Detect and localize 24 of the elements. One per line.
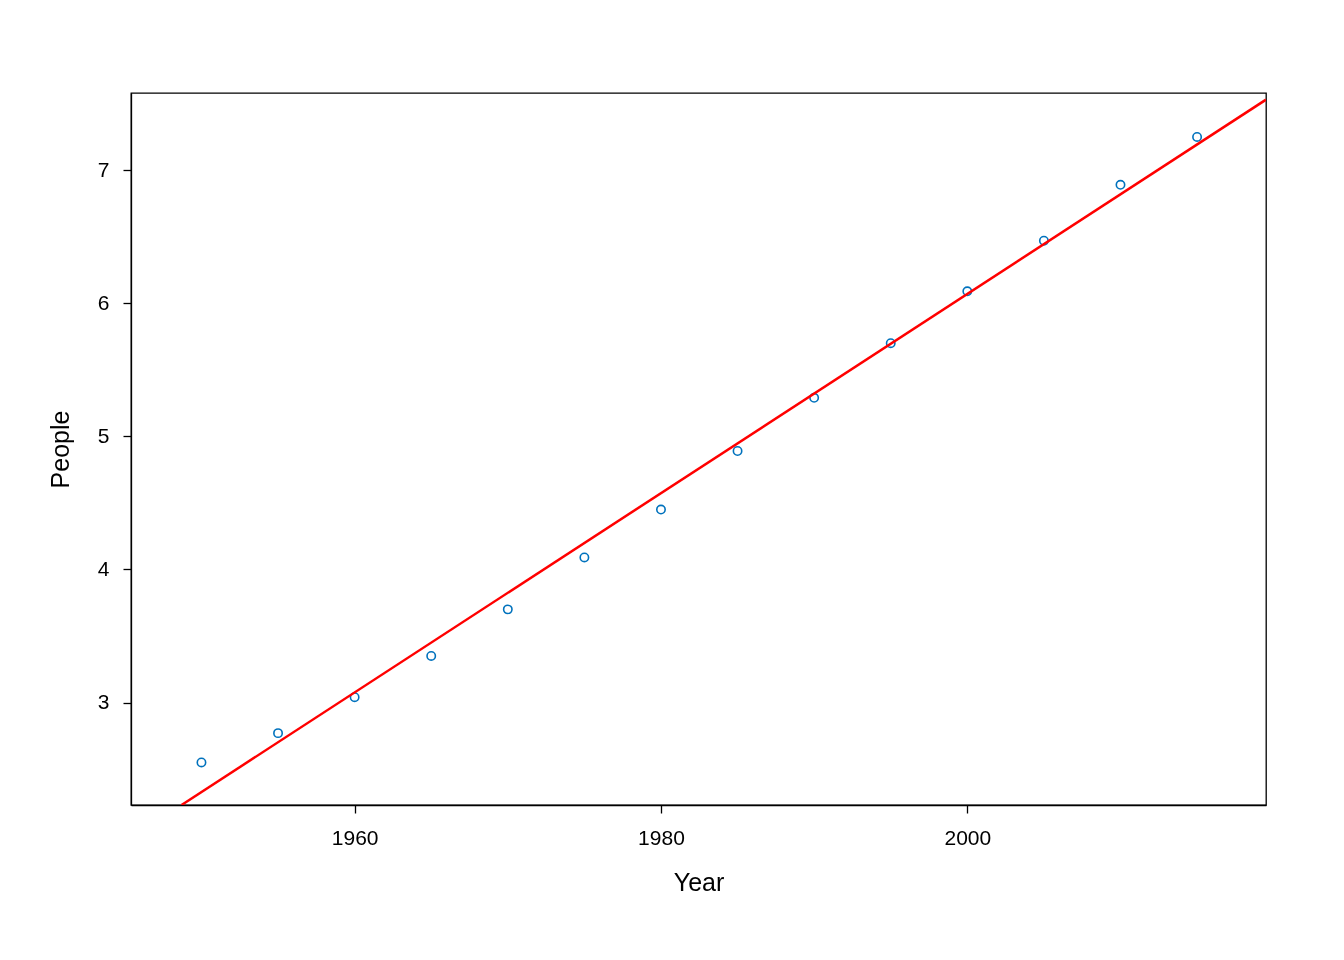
- y-tick-label: 7: [97, 157, 110, 181]
- point: [655, 504, 666, 515]
- point: [1115, 179, 1126, 190]
- y-tick-label: 3: [97, 690, 110, 714]
- point: [1038, 235, 1049, 246]
- y-tick-label: 6: [97, 290, 110, 314]
- point: [502, 604, 513, 615]
- point: [1192, 131, 1203, 142]
- point: [196, 757, 207, 768]
- x-tick-label: 2000: [944, 825, 992, 849]
- point: [349, 692, 360, 703]
- y-axis-title: People: [45, 410, 74, 489]
- point: [809, 392, 820, 403]
- x-tick-label: 1980: [638, 825, 685, 849]
- point: [426, 650, 437, 661]
- point: [579, 552, 590, 563]
- x-tick-label: 1960: [331, 825, 379, 849]
- point: [885, 338, 896, 349]
- y-tick-label: 5: [97, 423, 110, 447]
- point: [732, 446, 743, 456]
- y-tick-label: 4: [97, 556, 110, 580]
- point: [273, 728, 284, 739]
- point: [962, 286, 973, 297]
- x-axis-title: Year: [673, 867, 725, 896]
